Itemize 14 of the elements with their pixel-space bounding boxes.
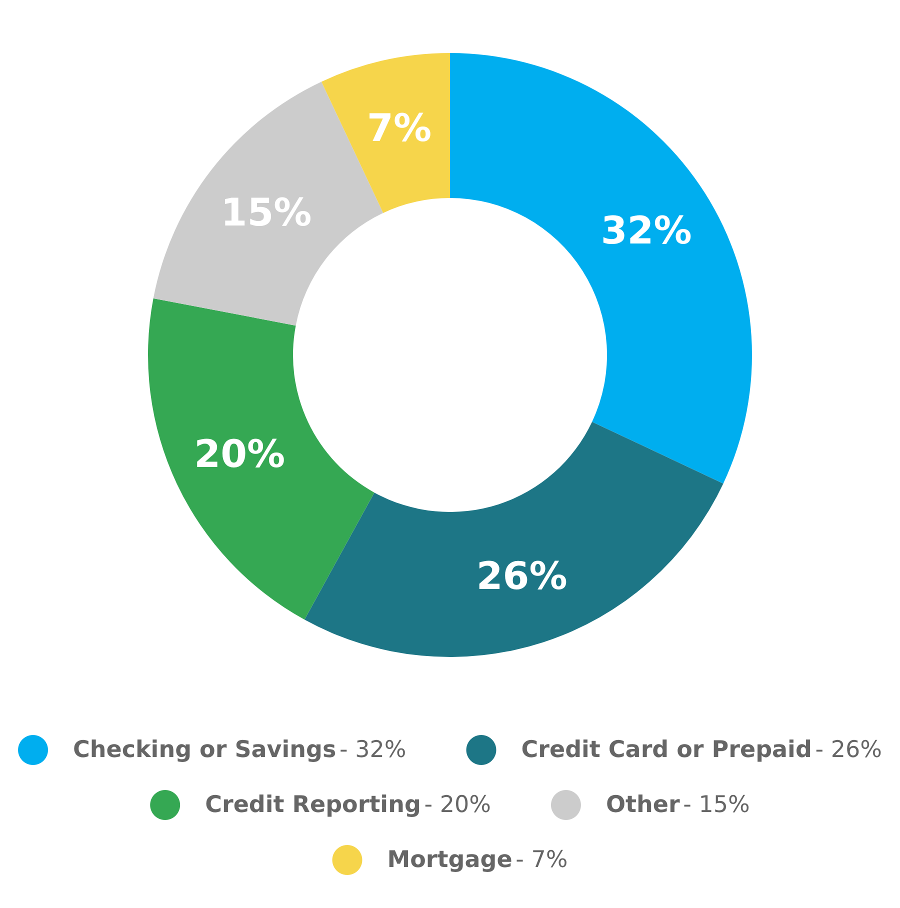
text: - 32% xyxy=(340,737,406,763)
data-label: 32% xyxy=(600,208,692,252)
text: - 7% xyxy=(516,847,568,873)
legend-label: Credit Card or Prepaid xyxy=(521,737,812,763)
data-label: 26% xyxy=(476,554,568,598)
legend-label: Checking or Savings xyxy=(73,737,336,763)
data-label: 20% xyxy=(194,432,286,476)
data-label: 7% xyxy=(367,106,432,150)
legend-label: Other xyxy=(606,792,680,818)
text: - 20% xyxy=(424,792,491,818)
text: - 15% xyxy=(683,792,750,818)
text: - 26% xyxy=(815,737,882,763)
legend-label: Credit Reporting xyxy=(205,792,421,818)
legend-label: Mortgage xyxy=(387,847,512,873)
